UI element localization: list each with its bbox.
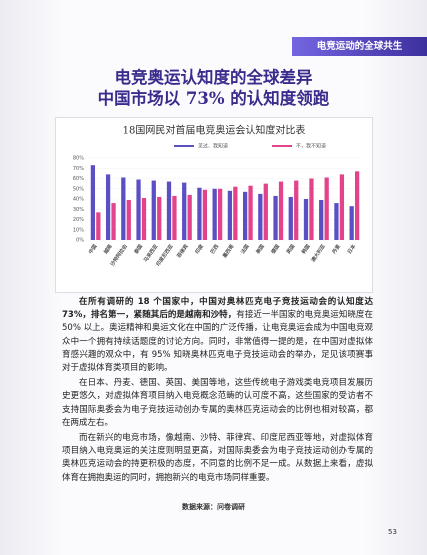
x-tick-label: 泰国 (132, 243, 144, 256)
bar (242, 191, 248, 240)
x-tick-label: 德国 (269, 243, 281, 256)
x-tick-label: 法国 (239, 243, 250, 255)
bar (288, 196, 293, 240)
bar (309, 178, 314, 240)
bar (96, 212, 101, 240)
bar (248, 185, 253, 240)
chart: 18国网民对首届电竞奥运会认知度对比表 0% 10% 20% 30% 40% 50% 60%… (55, 117, 373, 293)
bar (111, 203, 116, 240)
bar (217, 188, 223, 240)
legend-label: 见过、我知道 (198, 143, 228, 150)
bar (319, 200, 324, 240)
bar (258, 193, 263, 240)
bar (278, 181, 284, 240)
bar (197, 187, 202, 240)
x-tick-label: 印度 (194, 242, 206, 255)
bar (324, 177, 329, 240)
bar (126, 200, 131, 240)
x-tick-label: 丹麦 (330, 242, 343, 256)
bar (187, 194, 192, 240)
x-tick-label: 澳大利亚 (310, 243, 327, 263)
x-tick-label: 墨西哥 (221, 243, 235, 259)
bar (354, 171, 360, 240)
x-tick-label: 英国 (285, 243, 296, 255)
bar (339, 174, 345, 240)
paragraph: 而在新兴的电竞市场，像越南、沙特、菲律宾、印度尼西亚等地，对虚拟体育项目纳入电竞… (62, 433, 373, 483)
x-tick-label: 中国 (87, 243, 98, 255)
bar (90, 165, 96, 240)
bar (157, 196, 162, 240)
bar (172, 195, 177, 240)
bar (349, 206, 354, 240)
x-tick-label: 韩国 (300, 243, 311, 255)
bar (273, 195, 278, 240)
source: 数据来源：问卷调研 (182, 503, 245, 511)
bar (151, 180, 156, 240)
bar (294, 180, 299, 240)
page-number: 53 (388, 528, 397, 536)
bar (202, 189, 208, 240)
header-tab: 电竞运动的全球共生 (292, 37, 427, 56)
title-line: 中国市场以 73% 的认知度领跑 (97, 89, 330, 108)
bar (334, 203, 339, 240)
bar (136, 179, 141, 240)
paragraph: 在所有调研的 18 个国家中，中国对奥林匹克电子竞技运动会的认知度达 73%，排… (62, 296, 373, 375)
x-tick-label: 菲律宾 (175, 243, 189, 259)
y-tick-label: 50% (73, 186, 84, 192)
bar (303, 199, 309, 240)
bar (141, 197, 147, 240)
bar (263, 183, 268, 240)
y-tick-label: 40% (73, 197, 84, 203)
y-tick-label: 30% (73, 207, 84, 213)
paragraph: 在日本、丹麦、德国、英国、美国等地，这些传统电子游戏类电竞项目发展历史更悠久，对… (62, 378, 373, 428)
y-tick-label: 60% (73, 176, 84, 182)
y-tick-label: 10% (73, 227, 84, 233)
x-tick-label: 越南 (102, 243, 114, 256)
y-tick-label: 0% (76, 238, 84, 244)
x-tick-label: 美国 (254, 243, 265, 255)
y-tick-label: 20% (73, 217, 84, 223)
title-line: 电竞奥运认知度的全球差异 (114, 68, 313, 87)
bar (182, 182, 187, 240)
bar (227, 190, 233, 240)
bold-text: 在所有调研的 18 个国家中，中国对奥林匹克电子竞技运动会的认知度达 73%，排… (62, 297, 373, 321)
bar (121, 177, 126, 240)
x-tick-label: 日本 (346, 242, 358, 255)
bar (233, 186, 238, 240)
y-tick-label: 80% (73, 156, 84, 162)
legend-label: 不，我不知道 (296, 143, 326, 150)
body-text: 在所有调研的 18 个国家中，中国对奥林匹克电子竞技运动会的认知度达 73%，排… (62, 296, 373, 487)
bar (105, 174, 111, 240)
bar (166, 181, 172, 240)
chart-title: 18国网民对首届电竞奥运会认知度对比表 (123, 124, 306, 137)
y-tick-label: 70% (73, 166, 84, 172)
text: 有接近一半国家的电竞奥运知晓度在 50% 以上。奥运精神和奥运文化在中国的广泛传… (62, 310, 373, 374)
x-tick-label: 巴西 (209, 243, 220, 255)
bar (212, 188, 217, 240)
